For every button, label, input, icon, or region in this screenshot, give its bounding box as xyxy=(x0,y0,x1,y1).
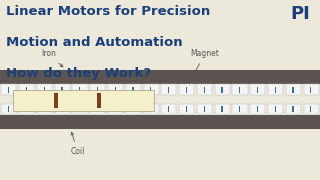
Bar xyxy=(186,87,187,93)
Bar xyxy=(1,84,17,95)
Bar xyxy=(232,103,248,114)
Bar xyxy=(303,84,319,95)
Bar xyxy=(197,103,212,114)
Bar xyxy=(239,106,240,112)
Text: Iron: Iron xyxy=(41,50,63,67)
Bar xyxy=(8,87,9,93)
Bar xyxy=(0,70,320,84)
Bar xyxy=(8,106,9,112)
Text: Motion and Automation: Motion and Automation xyxy=(6,36,183,49)
Bar xyxy=(55,103,70,114)
Bar xyxy=(132,87,134,93)
Bar xyxy=(97,93,101,108)
Bar xyxy=(275,106,276,112)
Bar xyxy=(44,87,45,93)
Bar xyxy=(143,103,159,114)
Bar xyxy=(126,103,141,114)
Bar xyxy=(161,84,177,95)
Bar xyxy=(250,103,265,114)
Bar xyxy=(303,103,319,114)
Bar xyxy=(126,84,141,95)
Bar xyxy=(143,84,159,95)
Bar xyxy=(257,87,258,93)
Bar xyxy=(215,84,230,95)
Text: Linear Motors for Precision: Linear Motors for Precision xyxy=(6,5,211,18)
Bar xyxy=(26,106,27,112)
Bar xyxy=(286,84,301,95)
Bar xyxy=(132,106,134,112)
Bar xyxy=(286,103,301,114)
Bar xyxy=(161,103,177,114)
Text: PI: PI xyxy=(291,5,310,23)
Bar xyxy=(239,87,240,93)
Bar xyxy=(310,87,311,93)
Bar xyxy=(179,103,194,114)
Text: Coil: Coil xyxy=(70,132,85,156)
Bar xyxy=(13,90,154,111)
Bar xyxy=(268,103,283,114)
Bar xyxy=(150,87,151,93)
Bar xyxy=(179,84,194,95)
Bar xyxy=(115,106,116,112)
Bar xyxy=(310,106,311,112)
Bar xyxy=(204,87,205,93)
Bar xyxy=(0,115,320,129)
Bar xyxy=(257,106,258,112)
Text: How do they Work?: How do they Work? xyxy=(6,67,152,80)
Bar xyxy=(44,106,45,112)
Bar xyxy=(197,84,212,95)
Bar xyxy=(90,84,105,95)
Bar xyxy=(79,87,80,93)
Bar xyxy=(26,87,27,93)
Bar xyxy=(186,106,187,112)
Bar xyxy=(97,106,98,112)
Bar xyxy=(108,103,123,114)
Bar xyxy=(168,106,169,112)
Bar xyxy=(115,87,116,93)
Bar xyxy=(232,84,248,95)
Bar xyxy=(292,87,294,93)
Bar xyxy=(150,106,151,112)
Bar xyxy=(54,93,58,108)
Bar xyxy=(79,106,80,112)
Bar xyxy=(72,103,88,114)
Bar xyxy=(221,87,222,93)
Bar xyxy=(19,84,34,95)
Bar xyxy=(19,103,34,114)
Bar xyxy=(108,84,123,95)
Bar xyxy=(97,87,98,93)
Bar xyxy=(37,84,52,95)
Bar xyxy=(72,84,88,95)
Bar xyxy=(168,87,169,93)
Bar xyxy=(90,103,105,114)
Bar xyxy=(55,84,70,95)
Bar xyxy=(292,106,294,112)
Bar xyxy=(215,103,230,114)
Bar xyxy=(275,87,276,93)
Bar xyxy=(61,87,62,93)
Bar xyxy=(250,84,265,95)
Bar xyxy=(37,103,52,114)
Bar xyxy=(268,84,283,95)
Text: Magnet: Magnet xyxy=(189,50,219,83)
Bar xyxy=(204,106,205,112)
Bar xyxy=(1,103,17,114)
Bar xyxy=(61,106,62,112)
Bar xyxy=(221,106,222,112)
